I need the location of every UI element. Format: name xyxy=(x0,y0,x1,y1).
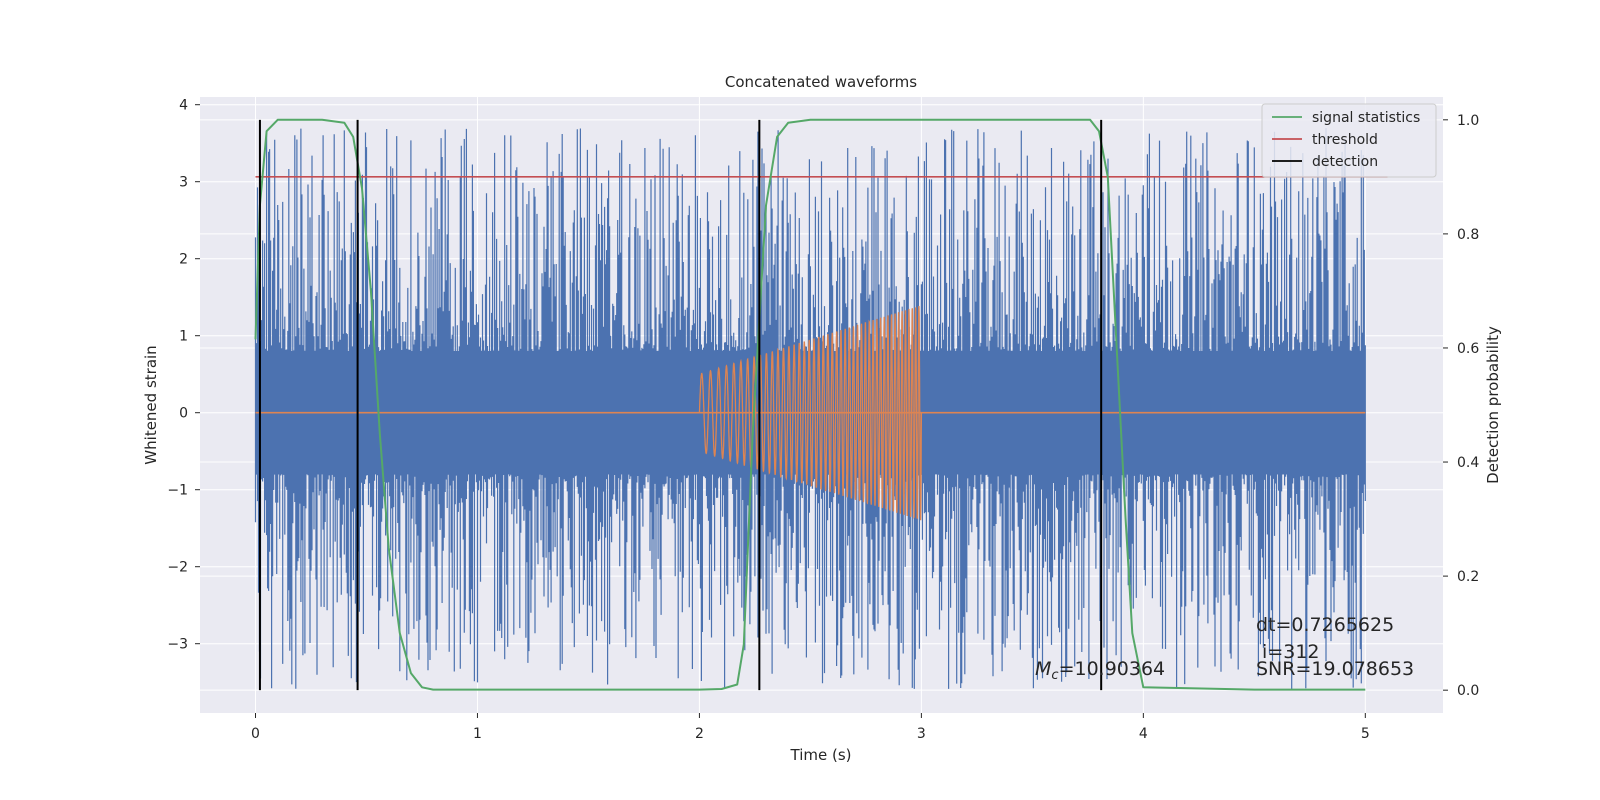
annotation-snr: SNR=19.078653 xyxy=(1256,658,1414,680)
signal-statistics-line xyxy=(254,118,1366,691)
x-tick-label: 1 xyxy=(473,726,482,742)
y-tick-label: −3 xyxy=(167,637,188,653)
annotation-mc-symbol: M xyxy=(1035,658,1051,680)
y2-tick-label: 0.2 xyxy=(1457,569,1479,585)
x-tick-label: 3 xyxy=(917,726,926,742)
y2-tick-label: 1.0 xyxy=(1457,113,1479,129)
detection-series xyxy=(258,119,1103,691)
annotation-dt: dt=0.7265625 xyxy=(1256,614,1394,636)
y-tick-label: 3 xyxy=(179,175,188,191)
x-tick-label: 5 xyxy=(1361,726,1370,742)
y-tick-label: 1 xyxy=(179,329,188,345)
chart-title: Concatenated waveforms xyxy=(725,73,917,91)
legend-label-threshold: threshold xyxy=(1312,132,1378,148)
legend-box xyxy=(1261,103,1437,178)
y2-tick-label: 0.6 xyxy=(1457,341,1479,357)
signal-statistics-series xyxy=(254,118,1366,691)
x-tick-label: 4 xyxy=(1139,726,1148,742)
y-tick-label: 0 xyxy=(179,406,188,422)
annotation-mc-value: =10.90364 xyxy=(1059,658,1166,680)
x-tick-label: 2 xyxy=(695,726,704,742)
template-chirp xyxy=(698,305,923,521)
plot-area xyxy=(254,118,1388,691)
y-tick-label: −2 xyxy=(167,560,188,576)
y-tick-label: 4 xyxy=(179,98,188,114)
y2-tick-label: 0.0 xyxy=(1457,683,1479,699)
y-tick-label: 2 xyxy=(179,252,188,268)
template-series xyxy=(255,305,1366,521)
x-axis-label: Time (s) xyxy=(790,746,852,764)
axes: 0 1 2 3 4 5 −3 −2 −1 0 1 2 3 4 0.0 0.2 0.4 0.6 0.8 1.0 xyxy=(167,98,1479,742)
legend-label-signal-statistics: signal statistics xyxy=(1312,110,1420,126)
legend-label-detection: detection xyxy=(1312,154,1378,170)
y-axis-label: Whitened strain xyxy=(142,345,160,464)
y-tick-label: −1 xyxy=(167,483,188,499)
legend: signal statistics threshold detection xyxy=(1261,103,1437,178)
annotation-index: i=312 xyxy=(1256,641,1320,663)
x-tick-label: 0 xyxy=(251,726,260,742)
strain-trace xyxy=(254,128,1366,690)
annotation-chirp-mass: Mc=10.90364 xyxy=(1035,658,1165,683)
annotation-mc-subscript: c xyxy=(1051,668,1058,683)
y2-tick-label: 0.4 xyxy=(1457,455,1479,471)
y2-axis-label: Detection probability xyxy=(1484,326,1502,484)
y2-tick-label: 0.8 xyxy=(1457,227,1479,243)
